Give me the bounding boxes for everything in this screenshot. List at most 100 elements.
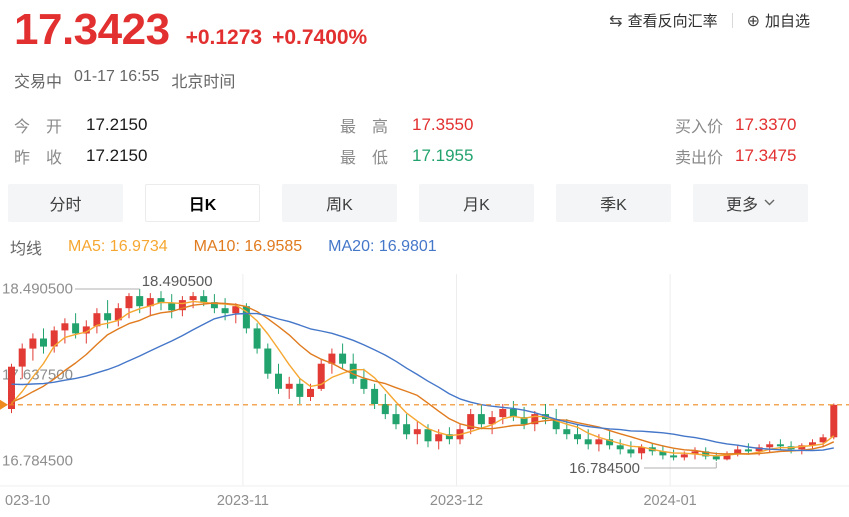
- price-change: +0.1273: [185, 26, 263, 49]
- low-label: 最 低: [340, 150, 389, 168]
- high-annotation-label: 18.490500: [142, 273, 213, 290]
- add-watchlist-button[interactable]: ⊕ 加自选: [747, 10, 810, 31]
- candle-body: [317, 363, 325, 389]
- candle-body: [200, 295, 208, 302]
- quote-col-bid-ask: 买入价 17.3370 卖出价 17.3475: [675, 110, 796, 172]
- view-reverse-rate-label: 查看反向汇率: [627, 13, 718, 30]
- ask-value: 17.3475: [735, 146, 797, 166]
- candle-body: [275, 373, 282, 389]
- candle-body: [371, 388, 379, 404]
- open-row: 今 开 17.2150: [14, 110, 147, 141]
- candle-body: [659, 450, 667, 455]
- candle-body: [809, 441, 816, 445]
- candle-body: [125, 295, 133, 308]
- candle-body: [702, 450, 710, 456]
- tab-weekly-k[interactable]: 周K: [282, 183, 397, 222]
- candlestick-chart[interactable]: 18.490500 17.637500 16.784500 18.490500 16.7…: [0, 264, 849, 517]
- low-value: 17.1955: [412, 146, 474, 166]
- ma10-value: MA10: 16.9585: [193, 237, 303, 255]
- candle-body: [712, 455, 720, 459]
- view-reverse-rate-button[interactable]: ⇆ 查看反向汇率: [609, 10, 717, 31]
- current-price: 17.3423: [14, 5, 170, 54]
- candle-body: [435, 433, 443, 441]
- low-annotation-label: 16.784500: [569, 460, 640, 477]
- candle-body: [146, 297, 154, 306]
- candle-body: [157, 297, 165, 303]
- quote-header: 17.3423 +0.1273 +0.7400% ⇆ 查看反向汇率 ⊕ 加自选 …: [0, 0, 849, 92]
- candle-body: [552, 418, 560, 429]
- candle-body: [328, 353, 336, 364]
- x-axis-label: 2024-01: [643, 493, 696, 509]
- candle-body: [467, 413, 475, 429]
- ma-line-ma10: [11, 301, 835, 455]
- candle-body: [477, 413, 485, 424]
- candle-body: [691, 450, 699, 454]
- candle-body: [520, 416, 528, 424]
- add-circle-icon: ⊕: [746, 12, 760, 30]
- price-change-percent: +0.7400%: [272, 26, 368, 49]
- candle-body: [307, 388, 314, 397]
- ma-line-ma20: [11, 312, 834, 451]
- candle-body: [616, 444, 624, 449]
- trading-status: 交易中 01-17 16:55 北京时间: [0, 54, 849, 92]
- candle-body: [531, 413, 539, 424]
- candle-body: [670, 454, 678, 457]
- candle-body: [509, 408, 517, 417]
- candle-body: [776, 443, 784, 446]
- candle-body: [242, 305, 250, 328]
- ask-label: 卖出价: [675, 150, 724, 168]
- candle-body: [8, 366, 15, 409]
- header-actions: ⇆ 查看反向汇率 ⊕ 加自选: [609, 10, 810, 31]
- tab-label: 更多: [725, 196, 758, 214]
- tab-label: 日K: [188, 196, 217, 214]
- quote-col-high-low: 最 高 17.3550 最 低 17.1955: [340, 110, 473, 172]
- candle-body: [584, 438, 592, 444]
- candle-body: [563, 428, 571, 434]
- candle-body: [40, 338, 47, 347]
- ma-legend: 均线 MA5: 16.9734 MA10: 16.9585 MA20: 16.9…: [10, 235, 849, 259]
- high-label: 最 高: [340, 119, 389, 137]
- ma20-value: MA20: 16.9801: [328, 237, 437, 255]
- kline-chart-area: 18.490500 17.637500 16.784500 18.490500 16.7…: [0, 264, 849, 517]
- high-row: 最 高 17.3550: [340, 110, 473, 141]
- candle-body: [606, 438, 614, 445]
- candle-body: [381, 403, 389, 414]
- candle-body: [178, 299, 186, 310]
- candle-body: [574, 433, 581, 439]
- tab-more[interactable]: 更多: [693, 183, 808, 222]
- low-row: 最 低 17.1955: [340, 141, 473, 172]
- candle-body: [210, 301, 218, 308]
- candle-body: [18, 348, 26, 367]
- candle-body: [819, 436, 827, 442]
- tab-daily-k[interactable]: 日K: [145, 183, 260, 222]
- candle-body: [50, 329, 58, 347]
- tab-monthly-k[interactable]: 月K: [419, 183, 534, 222]
- add-watchlist-label: 加自选: [764, 13, 810, 30]
- prev-close-label: 昨 收: [14, 150, 63, 168]
- candle-body: [296, 383, 304, 397]
- candle-body: [104, 312, 112, 320]
- tab-time-sharing[interactable]: 分时: [8, 183, 123, 222]
- bid-label: 买入价: [675, 119, 724, 137]
- swap-icon: ⇆: [609, 12, 623, 30]
- bid-row: 买入价 17.3370: [675, 110, 796, 141]
- x-axis-label: 2023-12: [430, 493, 483, 509]
- prev-close-row: 昨 收 17.2150: [14, 141, 147, 172]
- ma-line-ma5: [10, 300, 835, 457]
- candle-body: [734, 448, 742, 453]
- candle-body: [680, 453, 688, 457]
- tab-label: 季K: [600, 196, 627, 214]
- candle-body: [114, 307, 122, 320]
- open-value: 17.2150: [86, 115, 148, 135]
- candle-body: [627, 448, 635, 453]
- tab-quarterly-k[interactable]: 季K: [556, 183, 671, 222]
- high-value: 17.3550: [412, 115, 474, 135]
- candle-body: [72, 322, 80, 333]
- candle-body: [360, 378, 368, 389]
- candle-body: [766, 443, 774, 447]
- candle-body: [403, 423, 411, 434]
- candle-body: [189, 295, 197, 300]
- candle-body: [29, 338, 37, 349]
- candle-body: [93, 312, 101, 326]
- bid-value: 17.3370: [735, 115, 797, 135]
